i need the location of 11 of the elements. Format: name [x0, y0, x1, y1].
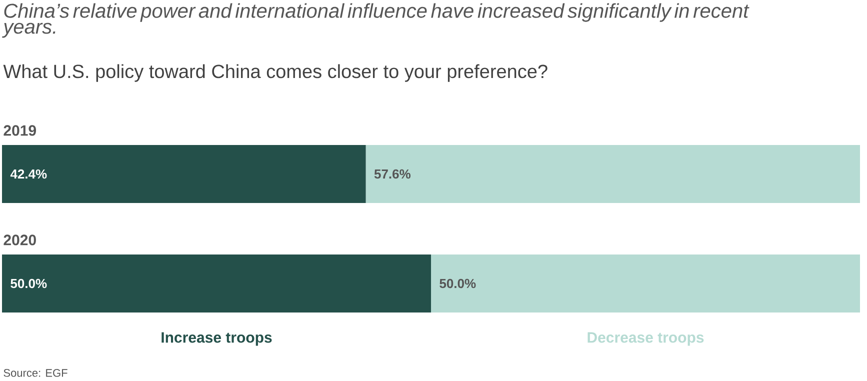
chart-title: China’s relative power and international influence have increased significantly in recent years.: [2, 3, 750, 38]
series-label: Decrease troops: [588, 332, 704, 346]
data-label: 50.0%: [10, 278, 47, 288]
data-label: 42.4%: [10, 169, 47, 179]
data-label: 57.6%: [374, 169, 411, 179]
y-tick-label: 2020: [4, 234, 36, 246]
source-note: Source: EGF: [4, 369, 68, 377]
series-label: Increase troops: [162, 332, 272, 346]
data-label: 50.0%: [440, 278, 476, 288]
y-tick-label: 2019: [4, 125, 36, 136]
chart-subtitle: What U.S. policy toward China comes closer to your preference?: [3, 64, 548, 82]
